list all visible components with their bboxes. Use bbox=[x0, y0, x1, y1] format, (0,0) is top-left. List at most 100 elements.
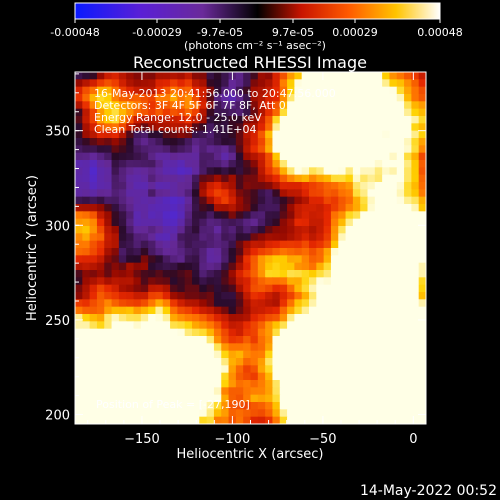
heatmap-cell bbox=[82, 292, 91, 300]
heatmap-cell bbox=[382, 152, 391, 161]
heatmap-cell bbox=[177, 328, 186, 337]
heatmap-cell bbox=[89, 328, 98, 337]
heatmap-cell bbox=[96, 328, 105, 337]
heatmap-cell bbox=[404, 174, 412, 183]
heatmap-cell bbox=[316, 101, 325, 110]
heatmap-cell bbox=[411, 284, 420, 293]
heatmap-cell bbox=[192, 86, 200, 95]
heatmap-cell bbox=[199, 402, 208, 410]
heatmap-cell bbox=[338, 196, 347, 205]
heatmap-cell bbox=[374, 211, 383, 220]
heatmap-cell bbox=[330, 328, 339, 337]
heatmap-cell bbox=[360, 314, 369, 322]
heatmap-cell bbox=[309, 160, 317, 168]
heatmap-cell bbox=[294, 292, 303, 300]
heatmap-cell bbox=[221, 314, 230, 322]
heatmap-cell bbox=[374, 328, 383, 337]
heatmap-cell bbox=[148, 152, 157, 161]
heatmap-cell bbox=[82, 358, 91, 366]
heatmap-cell bbox=[75, 130, 83, 139]
heatmap-cell bbox=[352, 336, 361, 344]
heatmap-cell bbox=[162, 343, 171, 352]
heatmap-cell bbox=[184, 72, 193, 80]
heatmap-cell bbox=[89, 380, 98, 388]
heatmap-cell bbox=[75, 380, 83, 388]
heatmap-cell bbox=[374, 255, 383, 264]
heatmap-cell bbox=[155, 233, 164, 242]
heatmap-cell bbox=[257, 292, 266, 300]
heatmap-cell bbox=[250, 94, 259, 102]
heatmap-cell bbox=[352, 116, 361, 124]
heatmap-cell bbox=[199, 189, 208, 198]
heatmap-cell bbox=[184, 196, 193, 205]
heatmap-cell bbox=[170, 372, 178, 381]
heatmap-cell bbox=[316, 350, 325, 359]
heatmap-cell bbox=[206, 277, 215, 286]
heatmap-cell bbox=[338, 248, 347, 256]
heatmap-cell bbox=[360, 123, 369, 132]
heatmap-cell bbox=[162, 277, 171, 286]
heatmap-cell bbox=[177, 123, 186, 132]
heatmap-cell bbox=[389, 365, 398, 374]
heatmap-cell bbox=[374, 284, 383, 293]
heatmap-cell bbox=[162, 226, 171, 234]
heatmap-cell bbox=[382, 218, 391, 227]
heatmap-cell bbox=[235, 167, 244, 176]
heatmap-cell bbox=[192, 130, 200, 139]
heatmap-cell bbox=[404, 116, 412, 124]
heatmap-cell bbox=[206, 218, 215, 227]
heatmap-cell bbox=[162, 152, 171, 161]
heatmap-cell bbox=[75, 387, 83, 396]
heatmap-cell bbox=[82, 350, 91, 359]
heatmap-cell bbox=[96, 277, 105, 286]
heatmap-cell bbox=[352, 160, 361, 168]
heatmap-cell bbox=[89, 350, 98, 359]
heatmap-cell bbox=[330, 402, 339, 410]
heatmap-cell bbox=[89, 167, 98, 176]
heatmap-cell bbox=[213, 189, 222, 198]
heatmap-cell bbox=[360, 130, 369, 139]
heatmap-cell bbox=[148, 277, 157, 286]
heatmap-cell bbox=[279, 262, 288, 271]
heatmap-cell bbox=[213, 299, 222, 308]
heatmap-cell bbox=[272, 233, 281, 242]
heatmap-cell bbox=[140, 233, 149, 242]
heatmap-cell bbox=[184, 350, 193, 359]
heatmap-cell bbox=[221, 116, 230, 124]
heatmap-cell bbox=[301, 336, 310, 344]
heatmap-cell bbox=[213, 123, 222, 132]
heatmap-cell bbox=[206, 292, 215, 300]
heatmap-cell bbox=[111, 72, 120, 80]
heatmap-cell bbox=[301, 321, 310, 330]
heatmap-cell bbox=[360, 160, 369, 168]
heatmap-cell bbox=[118, 277, 127, 286]
heatmap-cell bbox=[213, 284, 222, 293]
heatmap-cell bbox=[396, 409, 405, 418]
heatmap-cell bbox=[316, 226, 325, 234]
heatmap-cell bbox=[118, 262, 127, 271]
heatmap-cell bbox=[287, 116, 295, 124]
heatmap-cell bbox=[170, 182, 178, 190]
heatmap-cell bbox=[170, 218, 178, 227]
heatmap-cell bbox=[301, 79, 310, 88]
heatmap-cell bbox=[235, 86, 244, 95]
heatmap-cell bbox=[396, 138, 405, 146]
heatmap-cell bbox=[294, 350, 303, 359]
heatmap-cell bbox=[162, 402, 171, 410]
heatmap-cell bbox=[389, 145, 398, 154]
heatmap-cell bbox=[382, 372, 391, 381]
heatmap-cell bbox=[265, 145, 274, 154]
heatmap-cell bbox=[411, 292, 420, 300]
heatmap-cell bbox=[89, 277, 98, 286]
heatmap-cell bbox=[140, 416, 149, 424]
heatmap-cell bbox=[192, 270, 200, 278]
heatmap-cell bbox=[367, 174, 376, 183]
heatmap-cell bbox=[148, 211, 157, 220]
heatmap-cell bbox=[345, 145, 354, 154]
heatmap-cell bbox=[213, 394, 222, 403]
heatmap-cell bbox=[316, 138, 325, 146]
heatmap-cell bbox=[199, 255, 208, 264]
heatmap-cell bbox=[352, 343, 361, 352]
heatmap-cell bbox=[330, 350, 339, 359]
heatmap-cell bbox=[221, 79, 230, 88]
